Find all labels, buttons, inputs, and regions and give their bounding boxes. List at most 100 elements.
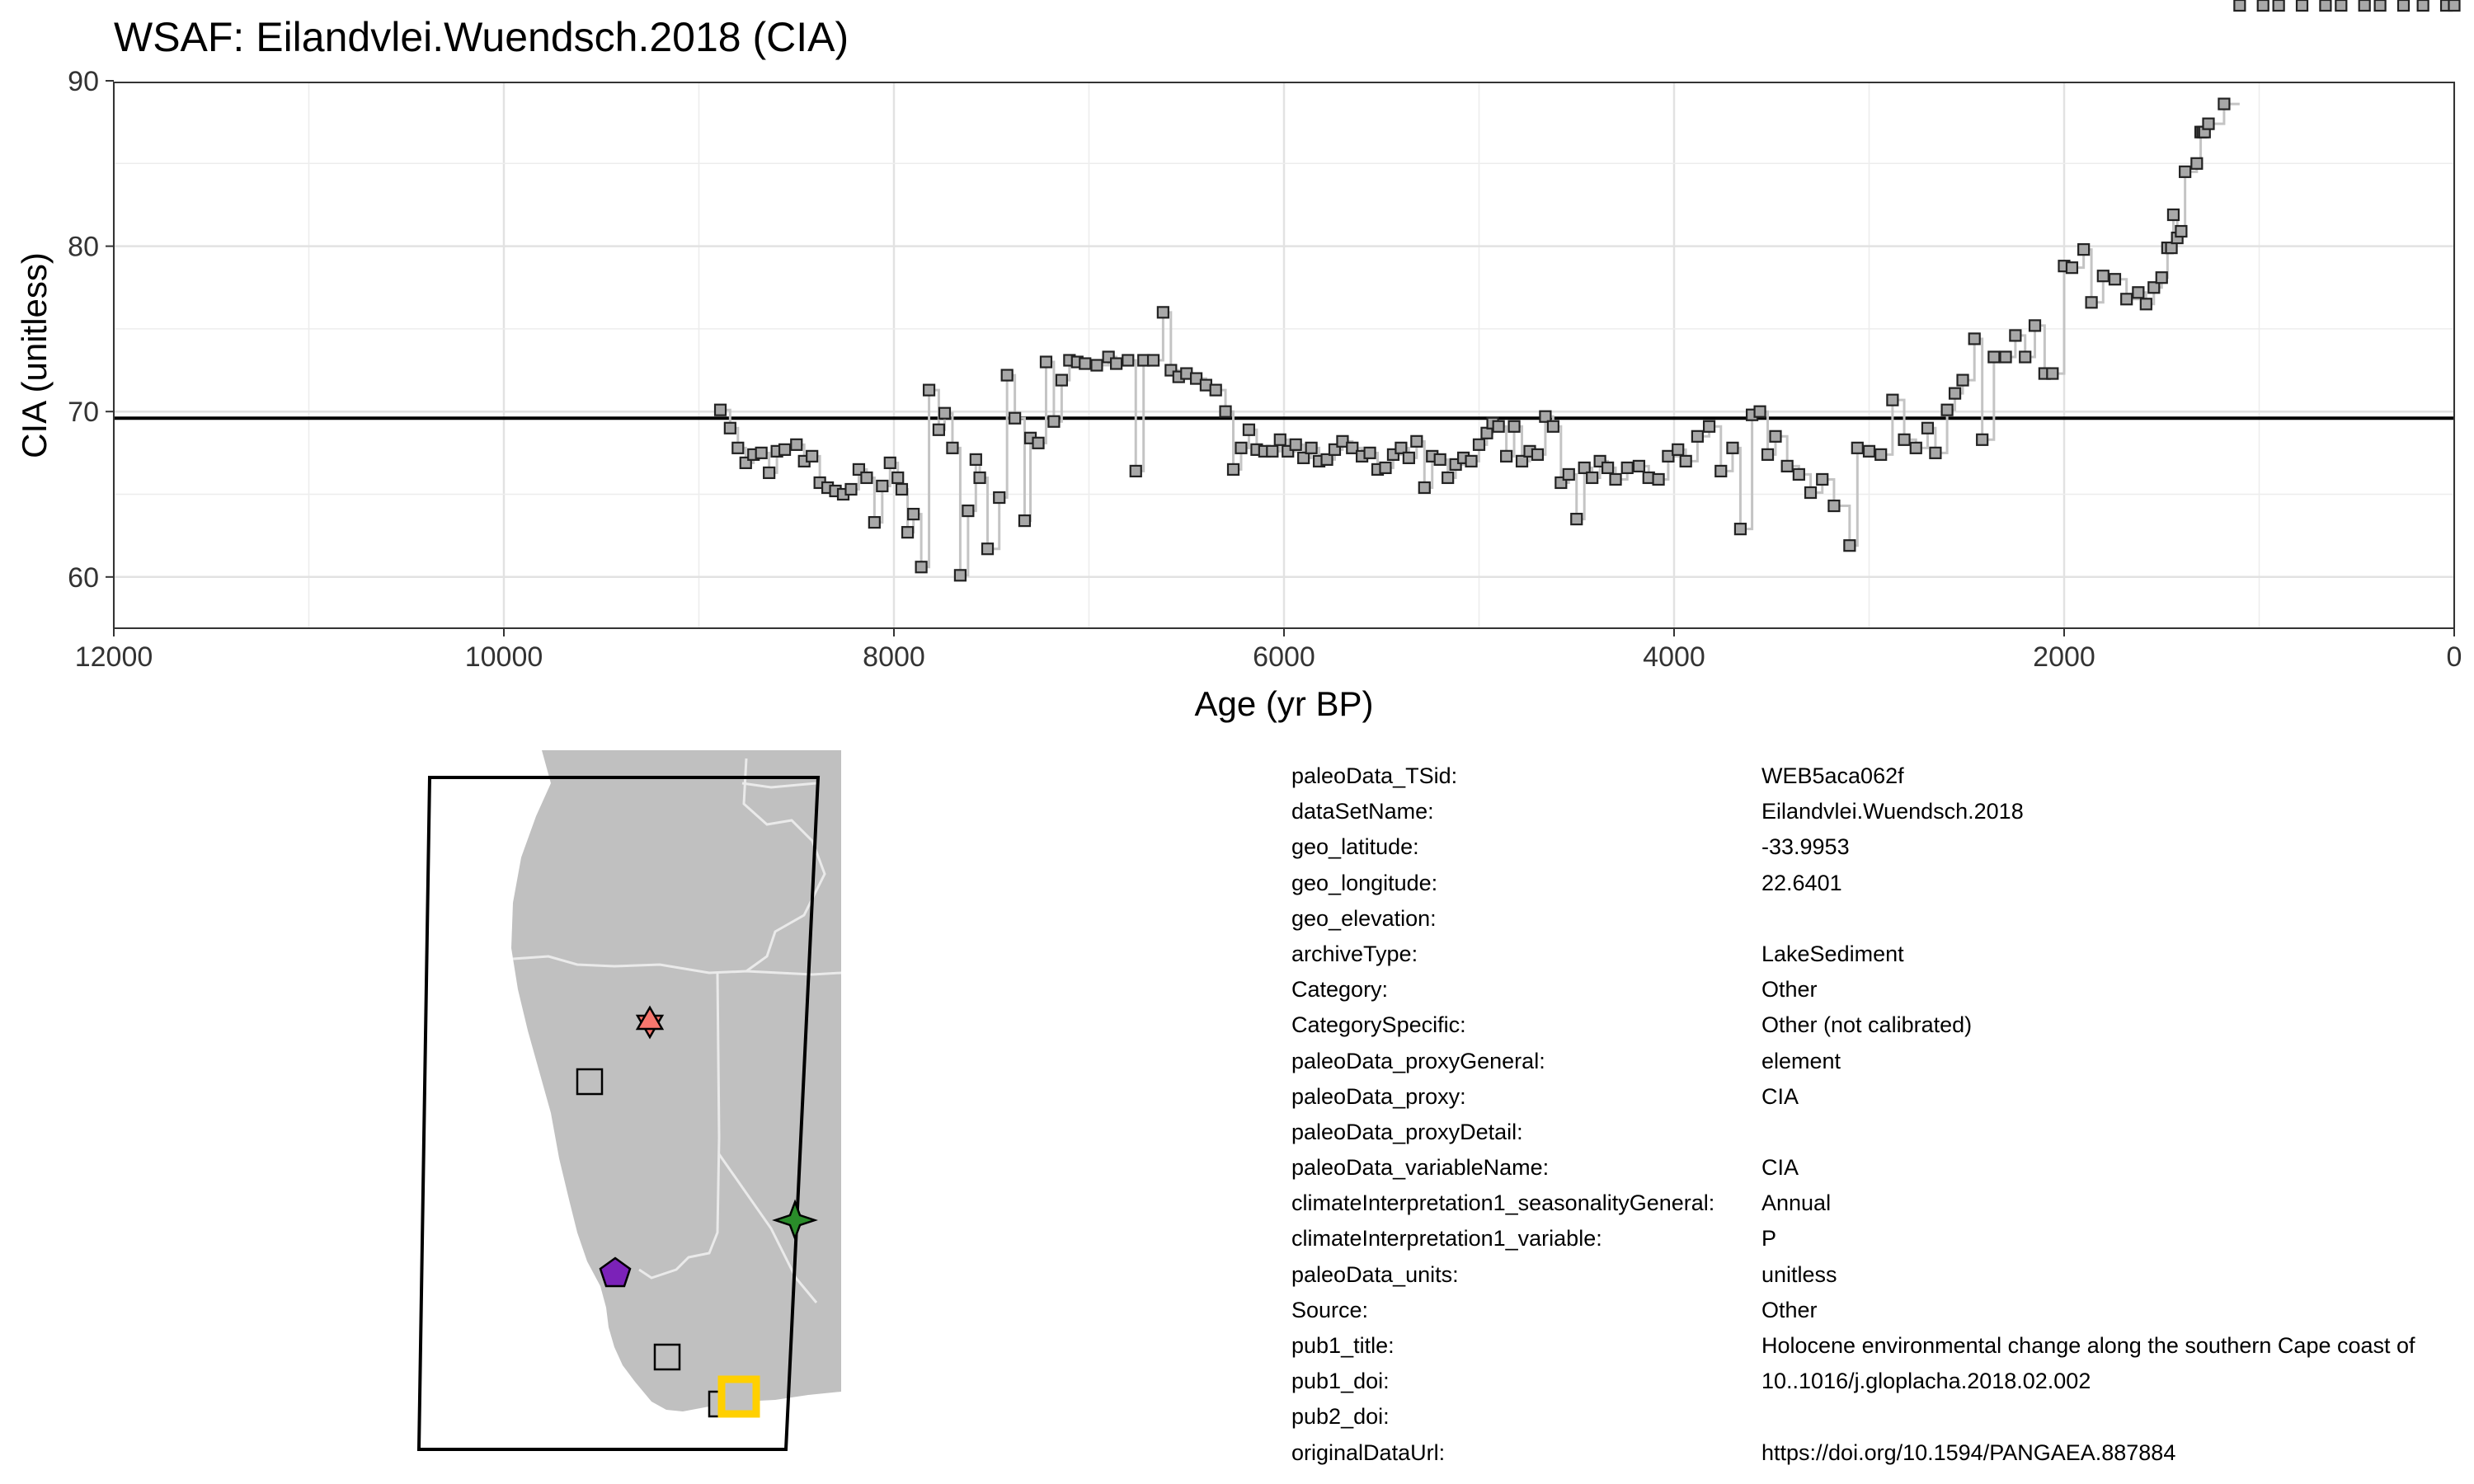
data-point [1500,449,1513,463]
data-point [1000,369,1014,382]
metadata-table: paleoData_TSid: WEB5aca062f dataSetName: Ei… [1291,758,2474,1471]
data-point [1929,446,1942,459]
data-point [1297,451,1310,464]
x-tick-label: 6000 [1253,641,1315,673]
data-point [1442,471,1455,485]
data-point [2358,0,2371,12]
metadata-key: climateInterpretation1_variable: [1291,1226,1602,1252]
data-point [2085,296,2098,309]
metadata-key: pub1_doi: [1291,1369,1390,1394]
data-point [1921,421,1935,434]
data-point [2256,0,2269,12]
time-series-chart: WSAF: Eilandvlei.Wuendsch.2018 (CIA) 120… [15,0,2462,723]
metadata-row: paleoData_units: unitless [1291,1257,2474,1293]
metadata-value: Other [1761,977,1818,1003]
data-point [1999,350,2012,364]
data-point [1507,420,1521,433]
data-point [1418,481,1431,495]
x-tick-label: 12000 [75,641,153,673]
metadata-row: archiveType: LakeSediment [1291,937,2474,972]
data-point [1956,373,1969,387]
data-point [1018,514,1032,528]
y-axis-ticks: 60 70 80 90 [68,66,114,594]
data-point [922,383,936,397]
data-point [1289,438,1302,451]
data-point [713,403,727,416]
y-tick-label: 60 [68,562,99,594]
data-point [1242,423,1256,436]
data-point [2019,350,2032,364]
y-axis-label: CIA (unitless) [15,252,54,458]
data-point [1733,523,1747,536]
data-point [1410,434,1423,448]
data-point [915,561,928,574]
data-point [868,516,881,529]
metadata-value: Annual [1761,1190,1832,1216]
data-point [1395,441,1408,454]
y-tick-label: 90 [68,66,99,97]
metadata-key: pub1_title: [1291,1333,1395,1358]
data-point [907,507,920,521]
metadata-key: geo_longitude: [1291,870,1438,895]
metadata-value: https://doi.org/10.1594/PANGAEA.887884 [1761,1439,2176,1465]
data-point [1898,433,1911,446]
metadata-key: archiveType: [1291,941,1418,966]
metadata-row: CategorySpecific: Other (not calibrated) [1291,1007,2474,1043]
site-marker-square [576,1068,604,1096]
data-point [1209,383,1222,397]
metadata-value: CIA [1761,1155,1799,1181]
data-point [1055,373,1068,387]
data-point [1156,306,1169,319]
data-point [1780,459,1794,473]
data-point [1769,430,1782,443]
data-point [895,482,909,496]
data-point [2155,271,2168,284]
y-tick-label: 70 [68,397,99,428]
region-box [416,776,821,1451]
data-point [1843,539,1856,552]
data-point [844,482,858,496]
data-point [883,456,896,469]
data-point [973,471,986,485]
data-point [1601,461,1615,475]
data-point [1570,512,1583,526]
metadata-row: paleoData_proxyDetail: [1291,1115,2474,1150]
data-point [763,466,776,480]
metadata-value: Holocene environmental change along the … [1761,1333,2415,1358]
metadata-value: Other [1761,1297,1818,1322]
data-point [1189,372,1203,385]
data-point [993,491,1006,505]
data-point [755,446,768,459]
metadata-row: pub1_doi: 10..1016/j.gloplacha.2018.02.00… [1291,1364,2474,1399]
data-point [1122,354,1135,367]
data-point [1266,444,1279,458]
metadata-key: paleoData_proxyDetail: [1291,1119,1523,1144]
metadata-key: CategorySpecific: [1291,1012,1466,1038]
metadata-key: climateInterpretation1_seasonalityGenera… [1291,1190,1715,1216]
data-point [1609,472,1622,486]
site-marker-hexagram [635,1005,665,1040]
data-point [938,406,952,420]
data-point [1792,467,1805,481]
metadata-value: WEB5aca062f [1761,763,1904,788]
y-tick-label: 80 [68,232,99,263]
data-point [731,441,745,454]
data-point [876,479,889,493]
metadata-value: 10..1016/j.gloplacha.2018.02.002 [1761,1369,2091,1394]
metadata-key: originalDataUrl: [1291,1439,1446,1465]
x-axis-ticks: 12000 10000 8000 6000 4000 2000 0 [75,628,2462,673]
data-point [1472,438,1486,451]
metadata-value: 22.6401 [1761,870,1842,895]
data-point [1379,461,1392,475]
data-point [1235,441,1248,454]
data-point [1320,453,1333,466]
x-axis-label: Age (yr BP) [1194,684,1373,723]
selected-site-marker [717,1375,760,1418]
data-point [2028,319,2042,332]
data-point [946,441,959,454]
data-point [1976,433,1989,446]
data-point [2009,329,2022,342]
data-point [1726,441,1739,454]
data-point [1079,357,1092,370]
metadata-value: LakeSediment [1761,941,1904,966]
